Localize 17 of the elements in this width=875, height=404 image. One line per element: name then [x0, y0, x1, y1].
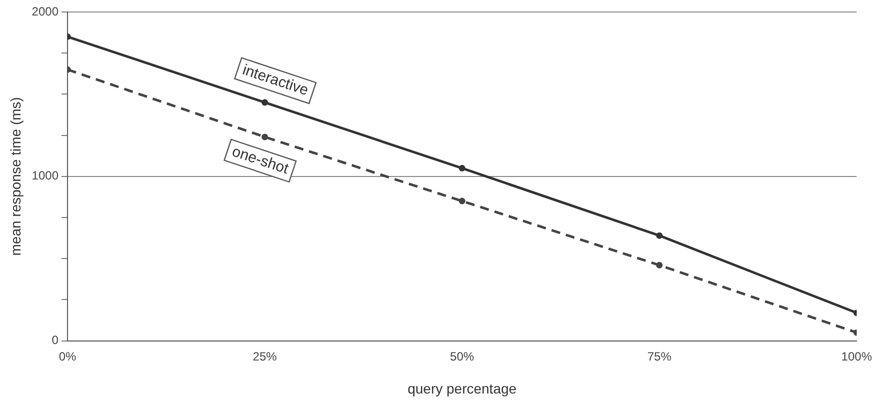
point — [656, 232, 663, 239]
x-tick-label: 50% — [450, 349, 474, 364]
y-tick-label: 2000 — [32, 4, 59, 18]
x-axis-title: query percentage — [408, 380, 517, 396]
point — [656, 262, 663, 268]
point — [262, 99, 268, 106]
y-tick-label: 0 — [52, 333, 59, 348]
y-tick-label: 1000 — [32, 168, 59, 183]
y-axis-title: mean response time (ms) — [7, 97, 24, 256]
x-tick-label: 100% — [841, 349, 872, 364]
x-tick-label: 75% — [647, 349, 672, 364]
x-tick-label: 25% — [252, 349, 278, 364]
point — [458, 198, 466, 204]
point — [262, 134, 268, 140]
text: one-shot — [230, 143, 292, 178]
x-tick-label: 0% — [58, 349, 76, 364]
point — [458, 164, 466, 172]
